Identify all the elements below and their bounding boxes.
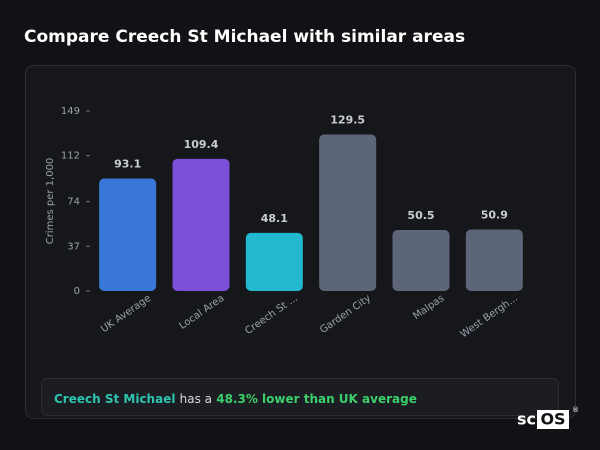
bar	[465, 229, 523, 291]
bar	[392, 229, 450, 291]
logo-mark: ®	[572, 406, 579, 414]
y-tick-label: 112	[61, 151, 80, 162]
bar	[172, 158, 230, 291]
logo-prefix: sc	[517, 410, 536, 429]
logo-boxed: OS	[540, 410, 565, 429]
bar	[319, 134, 377, 291]
summary-result: 48.3% lower than UK average	[216, 392, 417, 406]
value-label: 50.5	[407, 209, 434, 222]
value-label: 129.5	[330, 114, 365, 127]
bar	[245, 232, 303, 291]
bar	[99, 178, 157, 291]
value-label: 48.1	[261, 212, 288, 225]
summary-area: Creech St Michael	[54, 392, 175, 406]
summary-connector: has a	[180, 392, 212, 406]
y-axis-label: Crimes per 1,000	[45, 158, 56, 245]
y-tick-label: 37	[67, 241, 80, 252]
y-tick-label: 149	[61, 106, 80, 117]
value-label: 50.9	[481, 209, 508, 222]
logo-box	[537, 410, 569, 429]
value-label: 109.4	[184, 138, 219, 151]
y-tick-label: 0	[74, 286, 80, 297]
page-title: Compare Creech St Michael with similar a…	[24, 27, 465, 47]
summary-text: Creech St Michael has a 48.3% lower than…	[54, 392, 417, 406]
summary-box	[41, 378, 559, 416]
value-label: 93.1	[114, 158, 141, 171]
y-tick-label: 74	[67, 197, 80, 208]
